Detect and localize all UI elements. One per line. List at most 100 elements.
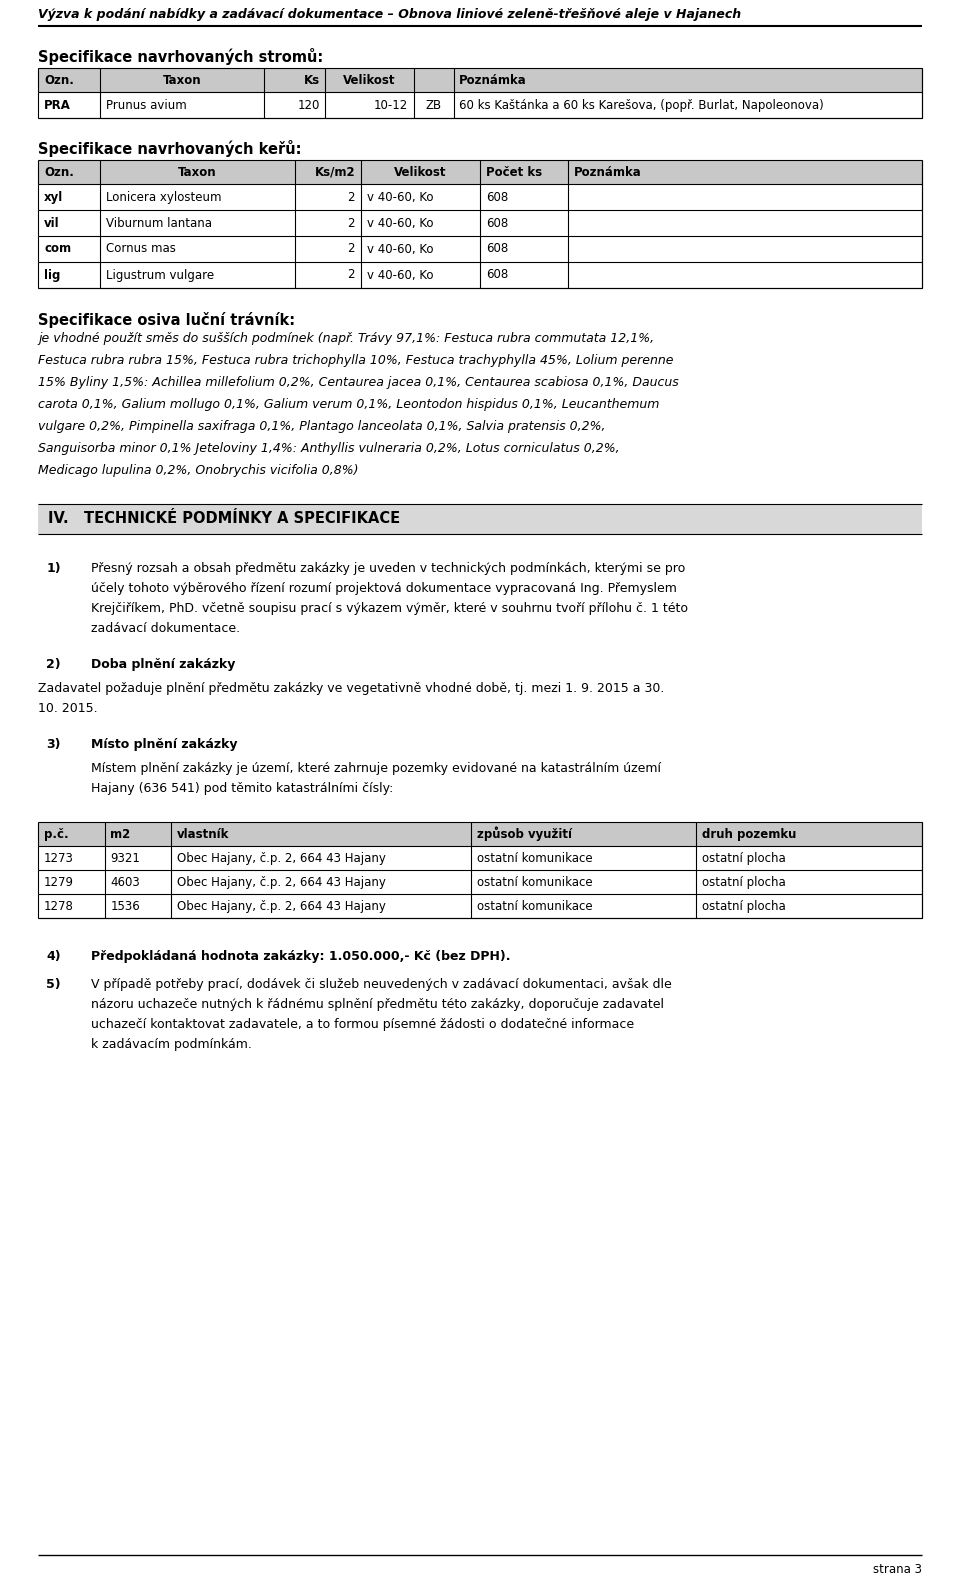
Text: Medicago lupulina 0,2%, Onobrychis vicifolia 0,8%): Medicago lupulina 0,2%, Onobrychis vicif… <box>38 464 359 477</box>
Text: 2: 2 <box>348 190 355 203</box>
Text: 1273: 1273 <box>44 852 74 864</box>
Text: účely tohoto výběrového řízení rozumí projektová dokumentace vypracovaná Ing. Př: účely tohoto výběrového řízení rozumí pr… <box>91 582 677 595</box>
Text: com: com <box>44 242 71 255</box>
Text: Krejčiříkem, PhD. včetně soupisu prací s výkazem výměr, které v souhrnu tvoří př: Krejčiříkem, PhD. včetně soupisu prací s… <box>91 601 688 615</box>
Bar <box>38 91 922 118</box>
Text: 60 ks Kaštánka a 60 ks Karešova, (popř. Burlat, Napoleonova): 60 ks Kaštánka a 60 ks Karešova, (popř. … <box>459 99 824 112</box>
Text: zadávací dokumentace.: zadávací dokumentace. <box>91 622 240 634</box>
Text: 4): 4) <box>46 951 60 963</box>
Bar <box>38 870 922 894</box>
Text: vulgare 0,2%, Pimpinella saxifraga 0,1%, Plantago lanceolata 0,1%, Salvia praten: vulgare 0,2%, Pimpinella saxifraga 0,1%,… <box>38 420 606 433</box>
Text: ZB: ZB <box>425 99 442 112</box>
Text: Poznámka: Poznámka <box>574 165 642 178</box>
Text: 9321: 9321 <box>110 852 140 864</box>
Text: Prunus avium: Prunus avium <box>106 99 187 112</box>
Text: Obec Hajany, č.p. 2, 664 43 Hajany: Obec Hajany, č.p. 2, 664 43 Hajany <box>177 899 386 913</box>
Text: PRA: PRA <box>44 99 71 112</box>
Text: Doba plnění zakázky: Doba plnění zakázky <box>91 658 235 671</box>
Text: Předpokládaná hodnota zakázky: 1.050.000,- Kč (bez DPH).: Předpokládaná hodnota zakázky: 1.050.000… <box>91 951 511 963</box>
Text: 15% Byliny 1,5%: Achillea millefolium 0,2%, Centaurea jacea 0,1%, Centaurea scab: 15% Byliny 1,5%: Achillea millefolium 0,… <box>38 376 679 389</box>
Text: Viburnum lantana: Viburnum lantana <box>106 217 212 230</box>
Text: Místem plnění zakázky je území, které zahrnuje pozemky evidované na katastrálním: Místem plnění zakázky je území, které za… <box>91 762 661 774</box>
Text: 3): 3) <box>46 738 60 751</box>
Bar <box>38 894 922 918</box>
Text: 608: 608 <box>486 190 508 203</box>
Text: Taxon: Taxon <box>162 74 202 87</box>
Text: xyl: xyl <box>44 190 63 203</box>
Text: ostatní komunikace: ostatní komunikace <box>477 875 592 888</box>
Text: 2): 2) <box>46 658 60 671</box>
Text: 608: 608 <box>486 242 508 255</box>
Text: Lonicera xylosteum: Lonicera xylosteum <box>106 190 222 203</box>
Text: druh pozemku: druh pozemku <box>702 828 797 841</box>
Text: 1): 1) <box>46 562 60 575</box>
Bar <box>38 261 922 288</box>
Text: Hajany (636 541) pod těmito katastrálními čísly:: Hajany (636 541) pod těmito katastrálním… <box>91 782 394 795</box>
Text: 1536: 1536 <box>110 899 140 913</box>
Text: v 40-60, Ko: v 40-60, Ko <box>367 242 433 255</box>
Text: uchazečí kontaktovat zadavatele, a to formou písemné žádosti o dodatečné informa: uchazečí kontaktovat zadavatele, a to fo… <box>91 1018 635 1031</box>
Text: vlastník: vlastník <box>177 828 229 841</box>
Text: Taxon: Taxon <box>178 165 217 178</box>
Bar <box>38 184 922 209</box>
Text: lig: lig <box>44 269 60 282</box>
Bar <box>38 822 922 845</box>
Text: Velikost: Velikost <box>344 74 396 87</box>
Text: Výzva k podání nabídky a zadávací dokumentace – Obnova liniové zeleně-třešňové a: Výzva k podání nabídky a zadávací dokume… <box>38 8 741 20</box>
Text: m2: m2 <box>110 828 131 841</box>
Text: Obec Hajany, č.p. 2, 664 43 Hajany: Obec Hajany, č.p. 2, 664 43 Hajany <box>177 852 386 864</box>
Text: názoru uchazeče nutných k řádnému splnění předmětu této zakázky, doporučuje zada: názoru uchazeče nutných k řádnému splněn… <box>91 998 664 1011</box>
Text: 2: 2 <box>348 217 355 230</box>
Text: Ks/m2: Ks/m2 <box>314 165 355 178</box>
Text: vil: vil <box>44 217 60 230</box>
Text: Přesný rozsah a obsah předmětu zakázky je uveden v technických podmínkách, který: Přesný rozsah a obsah předmětu zakázky j… <box>91 562 685 575</box>
Text: 120: 120 <box>298 99 320 112</box>
Text: Ozn.: Ozn. <box>44 165 74 178</box>
Text: 5): 5) <box>46 977 60 992</box>
Text: 10. 2015.: 10. 2015. <box>38 702 98 715</box>
Text: strana 3: strana 3 <box>873 1563 922 1574</box>
Text: v 40-60, Ko: v 40-60, Ko <box>367 190 433 203</box>
Text: ostatní komunikace: ostatní komunikace <box>477 899 592 913</box>
Text: Poznámka: Poznámka <box>459 74 527 87</box>
Text: 1279: 1279 <box>44 875 74 888</box>
Bar <box>38 236 922 261</box>
Text: V případě potřeby prací, dodávek či služeb neuvedených v zadávací dokumentaci, a: V případě potřeby prací, dodávek či služ… <box>91 977 672 992</box>
Text: v 40-60, Ko: v 40-60, Ko <box>367 269 433 282</box>
Bar <box>38 68 922 91</box>
Text: Počet ks: Počet ks <box>486 165 541 178</box>
Text: Ozn.: Ozn. <box>44 74 74 87</box>
Text: 10-12: 10-12 <box>373 99 408 112</box>
Text: v 40-60, Ko: v 40-60, Ko <box>367 217 433 230</box>
Text: Specifikace navrhovaných stromů:: Specifikace navrhovaných stromů: <box>38 47 324 65</box>
Text: IV.   TECHNICKÉ PODMÍNKY A SPECIFIKACE: IV. TECHNICKÉ PODMÍNKY A SPECIFIKACE <box>48 512 400 526</box>
Text: 608: 608 <box>486 217 508 230</box>
Text: Specifikace navrhovaných keřů:: Specifikace navrhovaných keřů: <box>38 140 301 157</box>
Text: ostatní plocha: ostatní plocha <box>702 899 786 913</box>
Text: carota 0,1%, Galium mollugo 0,1%, Galium verum 0,1%, Leontodon hispidus 0,1%, Le: carota 0,1%, Galium mollugo 0,1%, Galium… <box>38 398 660 411</box>
Text: ostatní plocha: ostatní plocha <box>702 875 786 888</box>
Text: Specifikace osiva luční trávník:: Specifikace osiva luční trávník: <box>38 312 296 327</box>
Text: ostatní plocha: ostatní plocha <box>702 852 786 864</box>
Text: Sanguisorba minor 0,1% Jeteloviny 1,4%: Anthyllis vulneraria 0,2%, Lotus cornicu: Sanguisorba minor 0,1% Jeteloviny 1,4%: … <box>38 442 620 455</box>
Bar <box>38 161 922 184</box>
Text: Ks: Ks <box>303 74 320 87</box>
Text: Velikost: Velikost <box>395 165 446 178</box>
Text: Místo plnění zakázky: Místo plnění zakázky <box>91 738 238 751</box>
Text: p.č.: p.č. <box>44 828 69 841</box>
Bar <box>38 209 922 236</box>
Text: Festuca rubra rubra 15%, Festuca rubra trichophylla 10%, Festuca trachyphylla 45: Festuca rubra rubra 15%, Festuca rubra t… <box>38 354 674 367</box>
Text: 4603: 4603 <box>110 875 140 888</box>
Bar <box>38 504 922 534</box>
Text: 2: 2 <box>348 242 355 255</box>
Text: ostatní komunikace: ostatní komunikace <box>477 852 592 864</box>
Bar <box>38 845 922 870</box>
Text: je vhodné použít směs do sušších podmínek (např. Trávy 97,1%: Festuca rubra comm: je vhodné použít směs do sušších podmíne… <box>38 332 655 345</box>
Text: k zadávacím podmínkám.: k zadávacím podmínkám. <box>91 1037 252 1051</box>
Text: 1278: 1278 <box>44 899 74 913</box>
Text: 2: 2 <box>348 269 355 282</box>
Text: způsob využití: způsob využití <box>477 826 572 841</box>
Text: Zadavatel požaduje plnění předmětu zakázky ve vegetativně vhodné době, tj. mezi : Zadavatel požaduje plnění předmětu zakáz… <box>38 682 664 696</box>
Text: Cornus mas: Cornus mas <box>106 242 176 255</box>
Text: Obec Hajany, č.p. 2, 664 43 Hajany: Obec Hajany, č.p. 2, 664 43 Hajany <box>177 875 386 888</box>
